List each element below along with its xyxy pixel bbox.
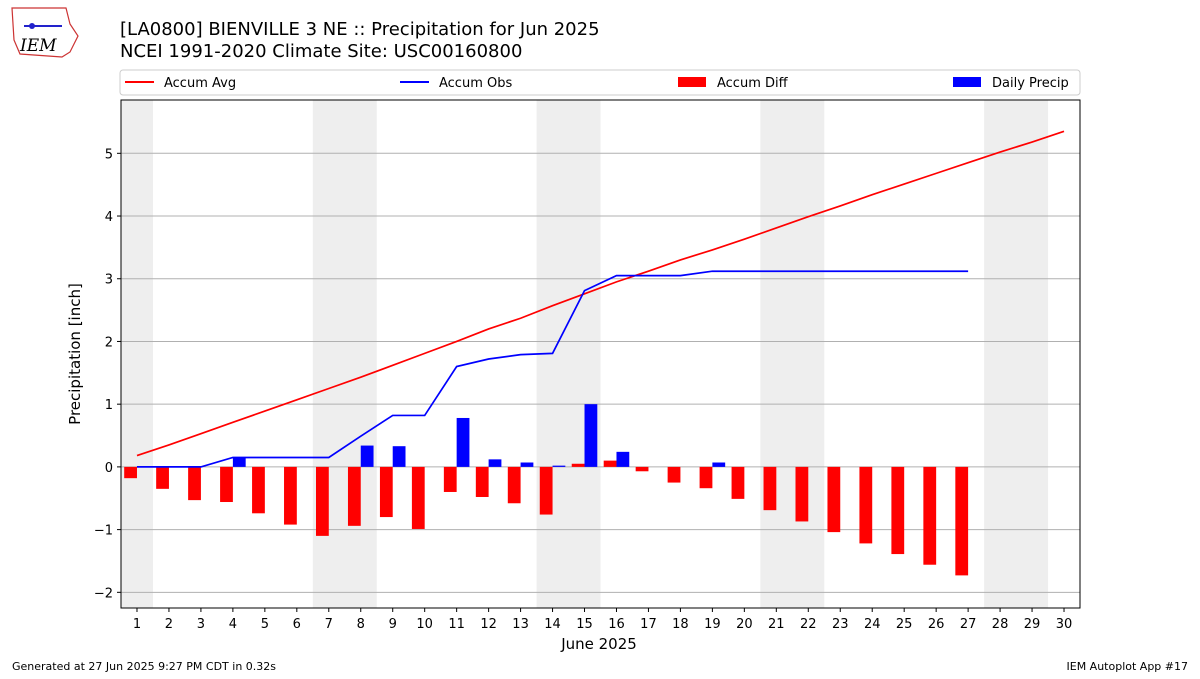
y-tick-label: 1 [105, 398, 113, 413]
x-tick-label: 27 [960, 617, 977, 632]
y-tick-label: 0 [105, 461, 113, 476]
x-tick-label: 16 [608, 617, 625, 632]
x-tick-label: 10 [416, 617, 433, 632]
x-tick-label: 26 [928, 617, 945, 632]
line [136, 270, 969, 468]
weekend-shade [760, 100, 825, 608]
bar [827, 466, 841, 533]
legend-label: Daily Precip [992, 76, 1069, 91]
x-tick-label: 6 [293, 617, 301, 632]
x-tick-label: 3 [197, 617, 205, 632]
y-tick-label: 5 [105, 147, 113, 162]
footer-left: Generated at 27 Jun 2025 9:27 PM CDT in … [12, 660, 276, 673]
bar [252, 466, 265, 514]
bar [379, 466, 393, 518]
y-tick-label: 4 [105, 210, 113, 225]
bar [552, 465, 566, 467]
x-tick-label: 25 [896, 617, 913, 632]
x-tick-label: 9 [389, 617, 397, 632]
x-tick-label: 15 [576, 617, 593, 632]
bar [520, 462, 534, 467]
x-tick-label: 20 [736, 617, 753, 632]
y-tick-label: 2 [105, 335, 113, 350]
weekend-shade [121, 100, 153, 608]
bar [539, 466, 553, 515]
legend-label: Accum Diff [717, 76, 789, 91]
x-tick-label: 4 [229, 617, 237, 632]
x-tick-label: 14 [544, 617, 561, 632]
x-tick-label: 11 [448, 617, 465, 632]
x-tick-label: 22 [800, 617, 817, 632]
x-tick-label: 23 [832, 617, 849, 632]
bar [232, 457, 246, 467]
x-tick-label: 8 [357, 617, 365, 632]
x-tick-label: 7 [325, 617, 333, 632]
bar [603, 460, 617, 467]
bar [635, 466, 649, 472]
x-tick-label: 29 [1024, 617, 1041, 632]
bar [571, 463, 585, 467]
bar [360, 445, 374, 467]
bar [795, 466, 809, 522]
bar [667, 466, 681, 483]
weekend-shade [984, 100, 1049, 608]
plot-frame [120, 99, 1081, 609]
x-tick-label: 5 [261, 617, 269, 632]
y-axis-label: Precipitation [inch] [66, 283, 84, 425]
bar [859, 466, 873, 544]
bar [584, 404, 598, 467]
x-tick-label: 30 [1056, 617, 1073, 632]
bar [188, 466, 201, 501]
x-tick-label: 24 [864, 617, 881, 632]
x-tick-label: 2 [165, 617, 173, 632]
logo [11, 7, 79, 58]
chart-subtitle: NCEI 1991-2020 Climate Site: USC00160800 [120, 41, 522, 62]
legend-swatch [953, 77, 981, 87]
legend-swatch [678, 77, 706, 87]
bar [475, 466, 489, 497]
logo-text: IEM [19, 36, 57, 56]
x-tick-label: 1 [133, 617, 141, 632]
bar [955, 466, 969, 576]
legend-label: Accum Obs [439, 76, 512, 91]
x-tick-label: 12 [480, 617, 497, 632]
bar [616, 451, 630, 467]
y-tick-label: −1 [94, 524, 113, 539]
bar [712, 462, 726, 467]
bar [220, 466, 233, 503]
bar [443, 466, 457, 492]
legend-box [119, 69, 1081, 96]
bar [347, 466, 361, 526]
x-tick-label: 18 [672, 617, 689, 632]
line [136, 130, 1065, 457]
bar [923, 466, 937, 565]
bar [699, 466, 713, 489]
bar [411, 466, 425, 529]
bar [731, 466, 745, 499]
bar [315, 466, 329, 536]
footer-right: IEM Autoplot App #17 [1067, 660, 1189, 673]
x-tick-label: 17 [640, 617, 657, 632]
bar [763, 466, 777, 511]
y-tick-label: −2 [94, 586, 113, 601]
x-axis-label: June 2025 [560, 635, 637, 653]
x-tick-label: 21 [768, 617, 785, 632]
bar [507, 466, 521, 504]
bar [124, 466, 137, 479]
bar [156, 466, 169, 489]
bar [284, 466, 297, 525]
legend-label: Accum Avg [164, 76, 236, 91]
bar [891, 466, 905, 555]
x-tick-label: 19 [704, 617, 721, 632]
x-tick-label: 13 [512, 617, 529, 632]
y-tick-label: 3 [105, 273, 113, 288]
bar [456, 417, 470, 467]
x-tick-label: 28 [992, 617, 1009, 632]
chart-title: [LA0800] BIENVILLE 3 NE :: Precipitation… [120, 19, 600, 40]
bar [392, 446, 406, 467]
bar [488, 459, 502, 467]
